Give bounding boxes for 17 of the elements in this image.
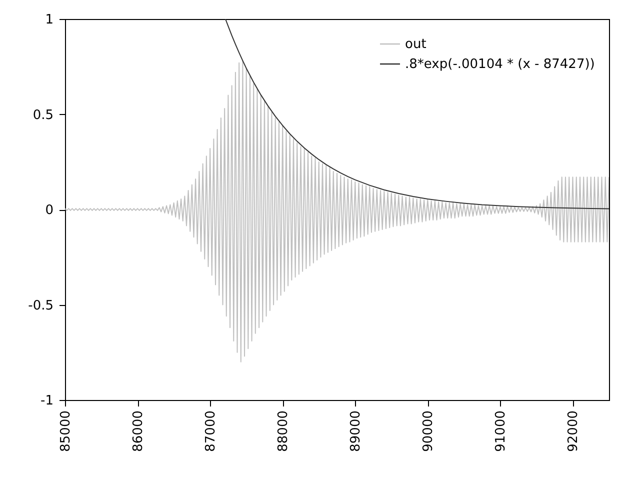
x-tick-label: 88000 bbox=[276, 410, 292, 452]
legend-label: out bbox=[405, 37, 426, 52]
y-tick-label: 0.5 bbox=[32, 108, 54, 123]
line-series bbox=[224, 19, 609, 210]
legend-label: .8*exp(-.00104 * (x - 87427)) bbox=[405, 57, 595, 72]
y-tick-label: -1 bbox=[40, 394, 54, 408]
x-tick-label: 89000 bbox=[348, 410, 364, 452]
x-tick-label: 90000 bbox=[421, 410, 436, 452]
y-tick-label: -0.5 bbox=[28, 298, 54, 314]
line-series bbox=[65, 60, 609, 362]
y-tick-label: 1 bbox=[45, 12, 54, 28]
x-tick-label: 91000 bbox=[494, 410, 509, 452]
x-tick-label: 87000 bbox=[204, 410, 219, 452]
y-tick-label: 0 bbox=[45, 203, 54, 218]
x-tick-label: 92000 bbox=[566, 410, 582, 452]
x-tick-label: 86000 bbox=[131, 410, 146, 452]
x-tick-label: 85000 bbox=[58, 410, 74, 452]
